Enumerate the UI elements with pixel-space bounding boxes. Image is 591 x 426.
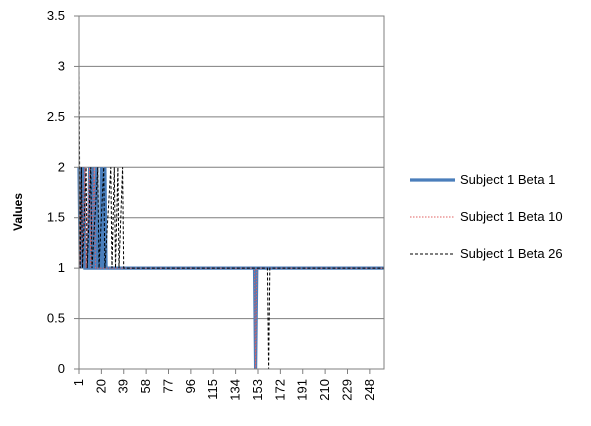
y-tick-label: 2.5 xyxy=(47,109,65,124)
x-tick-label: 77 xyxy=(160,379,175,393)
x-tick-label: 115 xyxy=(205,379,220,400)
x-tick-label: 20 xyxy=(93,379,108,393)
x-tick-label: 134 xyxy=(228,379,243,401)
x-tick-label: 58 xyxy=(138,379,153,393)
x-tick-label: 248 xyxy=(362,379,377,401)
x-tick-label: 191 xyxy=(295,379,310,401)
legend-label-1: Subject 1 Beta 1 xyxy=(460,172,555,187)
legend-label-2: Subject 1 Beta 10 xyxy=(460,209,563,224)
legend: Subject 1 Beta 1 Subject 1 Beta 10 Subject… xyxy=(410,172,563,261)
series-line-3 xyxy=(78,66,384,370)
y-tick-label: 3 xyxy=(58,58,65,73)
x-tick-label: 229 xyxy=(339,379,354,401)
x-tick-label: 39 xyxy=(116,379,131,393)
y-tick-label: 0 xyxy=(58,361,65,376)
x-tick-label: 153 xyxy=(250,379,265,401)
x-tick-label: 172 xyxy=(272,379,287,401)
y-tick-label: 3.5 xyxy=(47,8,65,23)
y-tick-labels: 0 0.5 1 1.5 2 2.5 3 3.5 xyxy=(47,8,65,376)
x-tick-label: 210 xyxy=(317,379,332,401)
axes xyxy=(74,15,385,374)
legend-label-3: Subject 1 Beta 26 xyxy=(460,246,563,261)
y-tick-label: 1.5 xyxy=(47,210,65,225)
y-tick-label: 0.5 xyxy=(47,311,65,326)
series-lines xyxy=(77,66,384,370)
x-tick-label: 96 xyxy=(183,379,198,393)
gridlines xyxy=(79,15,384,320)
x-tick-label: 1 xyxy=(71,379,86,386)
plot-area-border xyxy=(78,15,385,370)
y-tick-label: 1 xyxy=(58,260,65,275)
y-tick-label: 2 xyxy=(58,159,65,174)
y-axis-title: Values xyxy=(11,193,25,231)
x-tick-labels: 1 20 39 58 77 96 115 134 153 172 191 210 229 248 xyxy=(71,379,377,401)
